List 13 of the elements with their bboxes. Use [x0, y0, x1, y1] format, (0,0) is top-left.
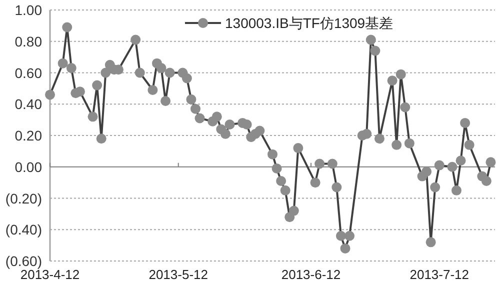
y-tick-label: 0.20 — [14, 128, 42, 144]
y-tick-label: (0.20) — [5, 190, 42, 206]
y-tick-label: 1.00 — [14, 2, 42, 18]
y-tick-label: (0.40) — [5, 222, 42, 238]
x-tick-label: 2013-7-12 — [410, 267, 470, 282]
y-tick-label: 0.00 — [14, 158, 42, 175]
x-tick-label: 2013-6-12 — [281, 267, 341, 282]
y-tick-label: 0.60 — [14, 64, 42, 81]
legend-label: 130003.IB与TF仿1309基差 — [225, 15, 394, 31]
y-tick-label: 0.80 — [14, 33, 42, 50]
y-tick-label: (0.60) — [5, 253, 42, 269]
y-tick-label: 0.40 — [14, 96, 42, 112]
x-tick-label: 2013-5-12 — [148, 267, 208, 282]
